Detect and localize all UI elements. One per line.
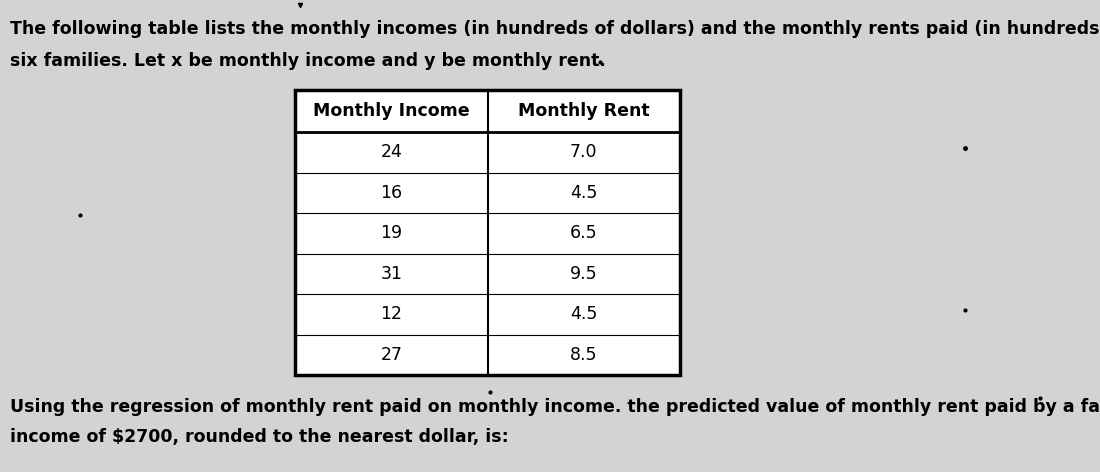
Text: 27: 27 (381, 346, 403, 364)
Text: 7.0: 7.0 (570, 143, 597, 161)
Text: The following table lists the monthly incomes (in hundreds of dollars) and the m: The following table lists the monthly in… (10, 20, 1100, 38)
Text: Using the regression of monthly rent paid on monthly income. the predicted value: Using the regression of monthly rent pai… (10, 398, 1100, 416)
Text: 31: 31 (381, 265, 403, 283)
Bar (295, 90, 680, 375)
Text: 6.5: 6.5 (570, 224, 597, 242)
Text: income of $2700, rounded to the nearest dollar, is:: income of $2700, rounded to the nearest … (10, 428, 508, 446)
Text: Monthly Rent: Monthly Rent (518, 102, 650, 120)
Text: six families. Let x be monthly income and y be monthly rent.: six families. Let x be monthly income an… (10, 52, 606, 70)
Text: 4.5: 4.5 (570, 184, 597, 202)
Text: 16: 16 (381, 184, 403, 202)
Text: 19: 19 (381, 224, 403, 242)
Text: 24: 24 (381, 143, 403, 161)
Text: Monthly Income: Monthly Income (312, 102, 470, 120)
Text: 8.5: 8.5 (570, 346, 597, 364)
Text: 9.5: 9.5 (570, 265, 597, 283)
Text: 12: 12 (381, 305, 403, 323)
Text: 4.5: 4.5 (570, 305, 597, 323)
